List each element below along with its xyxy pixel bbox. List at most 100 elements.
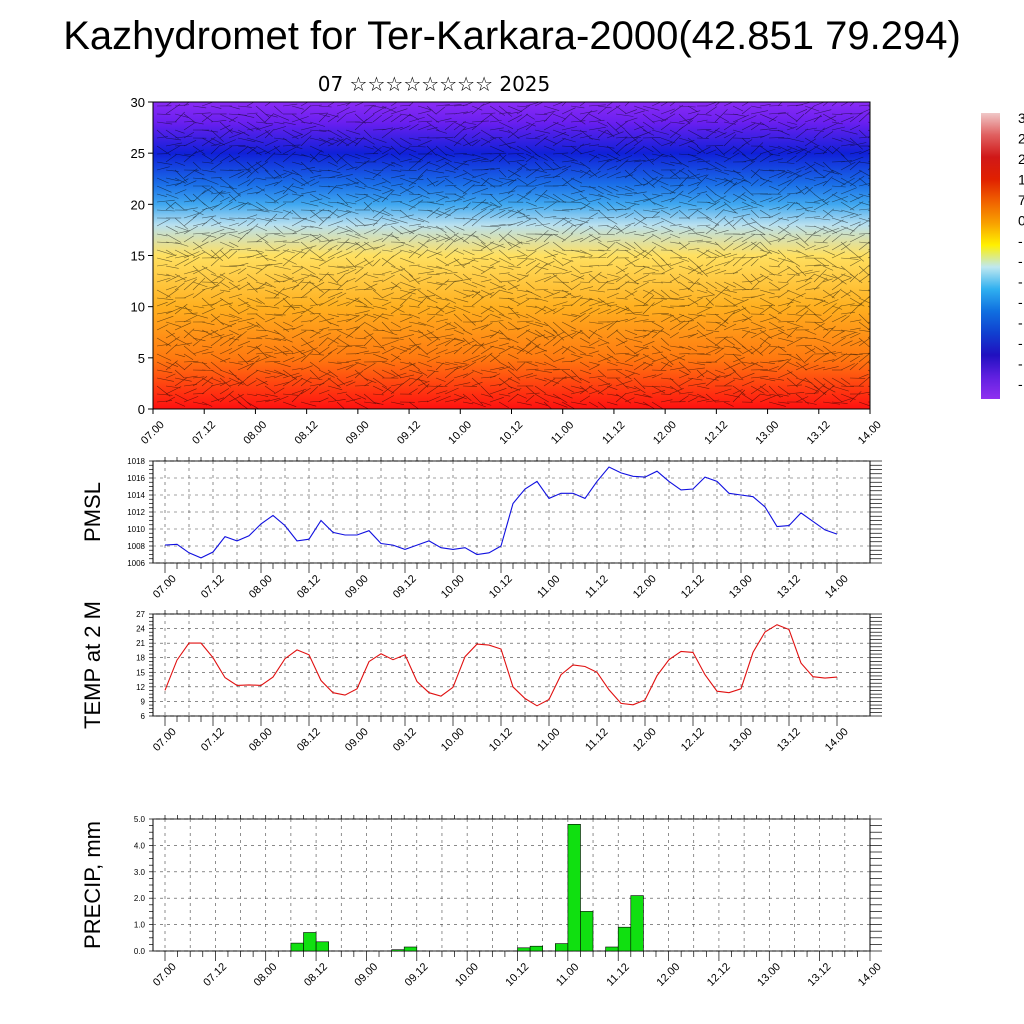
x-tick-label: 13.12 <box>806 961 834 989</box>
y-tick-label: 24 <box>136 625 145 634</box>
x-tick-label: 10.12 <box>497 419 525 447</box>
cross-section-field <box>153 102 870 409</box>
colorbar-label: - <box>1018 376 1023 392</box>
x-tick-label: 07.12 <box>201 961 229 989</box>
y-tick-label: 3.0 <box>134 868 146 877</box>
grid-lines <box>153 460 870 564</box>
colorbar: 3 2 2 1 7 0 - - - - - - - - <box>981 110 1024 399</box>
y-tick-label: 1008 <box>127 542 145 551</box>
colorbar-label: - <box>1018 294 1023 310</box>
x-tick-label: 13.12 <box>805 419 833 447</box>
x-tick-label: 11.00 <box>535 573 562 600</box>
colorbar-ramp <box>981 113 1000 399</box>
x-tick-label: 08.00 <box>247 726 275 754</box>
x-tick-label: 12.12 <box>702 419 730 447</box>
precip-bar <box>605 946 619 952</box>
axis-ticks <box>149 457 882 573</box>
x-tick-label: 08.00 <box>252 961 280 989</box>
y-tick-label: 1016 <box>127 474 145 483</box>
colorbar-label: - <box>1018 274 1023 290</box>
y-tick-label: 1018 <box>127 457 145 466</box>
x-tick-label: 10.00 <box>439 726 467 754</box>
x-tick-label: 12.00 <box>631 726 659 754</box>
y-tick-label: 1.0 <box>134 921 146 930</box>
x-tick-label: 09.12 <box>403 961 431 989</box>
grid-lines <box>153 613 870 717</box>
pmsl-panel: 1006 1008 1010 1012 1014 1016 1018 07.00 07.12 08… <box>80 457 882 601</box>
x-tick-label: 11.12 <box>583 573 610 600</box>
x-tick-label: 14.00 <box>856 419 884 447</box>
y-tick-label: 0 <box>138 402 145 417</box>
y-tick-label: 30 <box>131 95 145 110</box>
y-tick-label: 5 <box>138 351 145 366</box>
x-tick-label: 09.12 <box>395 419 423 447</box>
axis-ticks <box>149 815 882 961</box>
precip-bar <box>554 943 569 952</box>
y-tick-label: 4.0 <box>134 841 146 850</box>
x-tick-label: 10.12 <box>487 573 515 601</box>
x-tick-label: 12.00 <box>631 573 659 601</box>
x-tick-label: 10.00 <box>453 961 481 989</box>
y-tick-label: 15 <box>136 668 145 677</box>
grid-lines <box>153 818 870 952</box>
precip-bar <box>617 926 632 952</box>
y-tick-label: 25 <box>131 146 145 161</box>
x-tick-label: 11.00 <box>535 726 562 753</box>
x-tick-label: 11.00 <box>554 961 581 988</box>
x-tick-label: 07.12 <box>190 419 218 447</box>
x-tick-label: 12.00 <box>651 419 679 447</box>
x-tick-label: 07.00 <box>151 573 179 601</box>
page-title: Kazhydromet for Ter-Karkara-2000(42.851 … <box>63 14 961 58</box>
temp-series-line <box>164 624 838 707</box>
colorbar-label: 0 <box>1018 212 1024 228</box>
x-tick-label: 13.12 <box>775 726 803 754</box>
colorbar-label: 3 <box>1018 110 1024 126</box>
y-tick-label: 15 <box>131 249 145 264</box>
x-tick-label: 13.00 <box>755 961 783 989</box>
x-tick-label: 12.00 <box>654 961 682 989</box>
x-tick-label: 12.12 <box>705 961 733 989</box>
temp-panel: 6 9 12 15 18 21 24 27 07.00 07.12 08.00 08.12 09.00 0… <box>80 601 882 754</box>
colorbar-label: - <box>1018 335 1023 351</box>
precip-bar <box>290 942 304 952</box>
y-tick-label: 10 <box>131 300 145 315</box>
x-tick-label: 07.00 <box>151 726 179 754</box>
y-axis-label: PRECIP, mm <box>80 821 105 949</box>
x-tick-label: 08.00 <box>247 573 275 601</box>
x-tick-label: 08.12 <box>295 573 323 601</box>
x-tick-label: 11.00 <box>549 419 576 446</box>
x-tick-label: 13.00 <box>727 726 755 754</box>
y-tick-label: 2.0 <box>134 894 146 903</box>
x-tick-label: 09.12 <box>391 573 419 601</box>
colorbar-label: 1 <box>1018 171 1024 187</box>
precip-bar <box>391 949 405 952</box>
x-tick-label: 09.12 <box>391 726 419 754</box>
panel-frame <box>152 613 871 717</box>
x-tick-label: 13.00 <box>753 419 781 447</box>
x-tick-label: 12.12 <box>679 726 707 754</box>
x-tick-label: 09.00 <box>344 419 372 447</box>
precip-bar <box>403 946 418 952</box>
x-tick-label: 10.00 <box>446 419 474 447</box>
axis-ticks <box>149 610 882 726</box>
x-tick-label: 10.12 <box>503 961 531 989</box>
wind-barbs <box>156 102 870 409</box>
pmsl-series-line <box>164 466 838 559</box>
x-tick-label: 09.00 <box>343 726 371 754</box>
y-axis-label: PMSL <box>80 482 105 542</box>
x-tick-label: 14.00 <box>823 726 851 754</box>
x-tick-label: 14.00 <box>856 961 884 989</box>
colorbar-label: - <box>1018 253 1023 269</box>
y-tick-label: 1012 <box>127 508 145 517</box>
precip-bar <box>517 947 531 952</box>
y-tick-label: 1010 <box>127 525 145 534</box>
colorbar-label: - <box>1018 315 1023 331</box>
y-tick-label: 1014 <box>127 491 145 500</box>
cross-section-panel: 0 5 10 15 20 25 30 07.00 07.12 08.00 08.12 09.00 09.… <box>131 95 884 447</box>
x-tick-label: 10.12 <box>487 726 515 754</box>
chart-subtitle: 07 ☆☆☆☆☆☆☆☆ 2025 <box>317 72 551 96</box>
y-axis-label: TEMP at 2 M <box>80 601 105 729</box>
precip-bar <box>567 823 581 952</box>
y-tick-label: 1006 <box>127 559 145 568</box>
precip-bar <box>580 911 594 952</box>
